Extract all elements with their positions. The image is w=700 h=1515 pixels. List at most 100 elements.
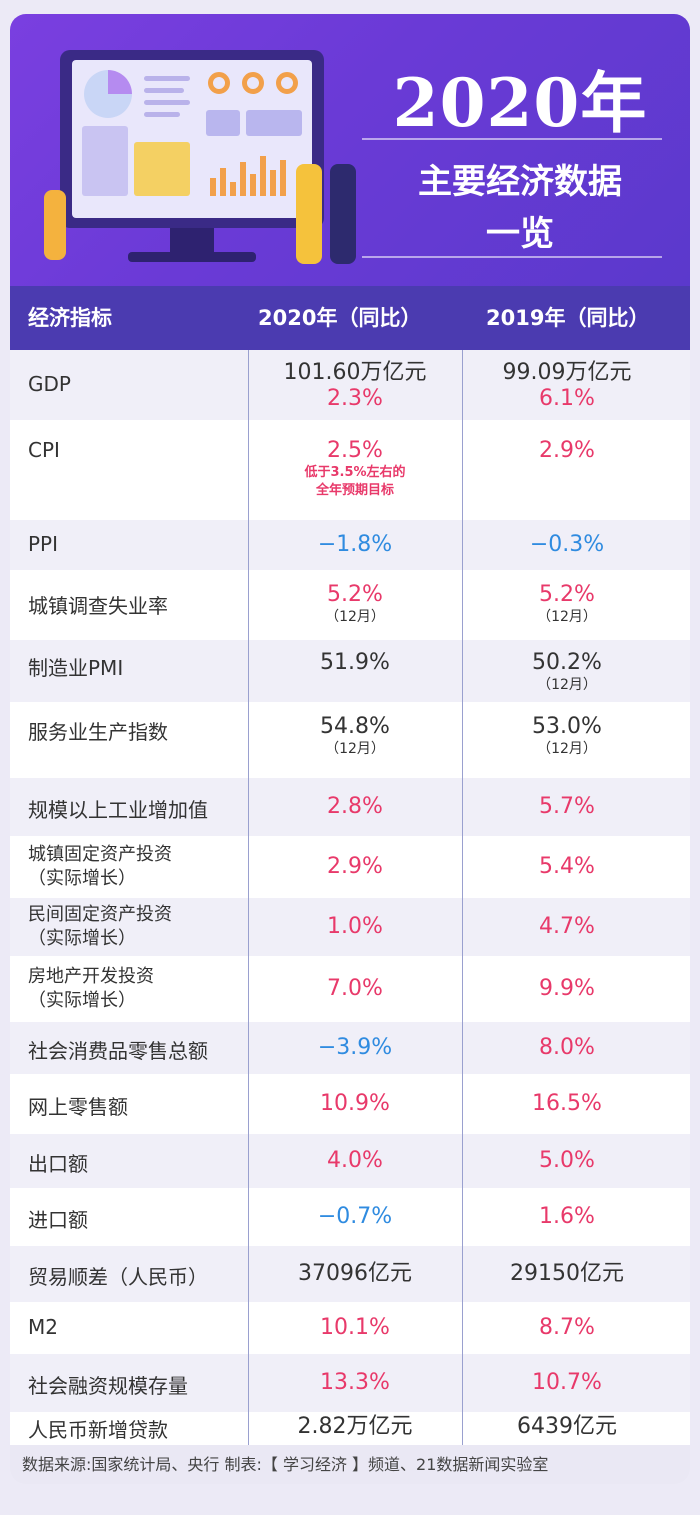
divider — [362, 256, 662, 258]
person-figure-right — [330, 164, 356, 264]
table-row: 城镇调查失业率 5.2% （12月） 5.2% （12月） — [10, 570, 690, 640]
value-2020: 4.0% — [327, 1148, 383, 1173]
value-2019-note: （12月） — [537, 741, 597, 757]
table-row: 社会消费品零售总额 −3.9% 8.0% — [10, 1022, 690, 1074]
table-row: 进口额 −0.7% 1.6% — [10, 1188, 690, 1246]
person-figure-middle — [296, 164, 322, 264]
value-2020: −3.9% — [317, 1035, 393, 1060]
text-line-icon — [144, 112, 180, 117]
monitor-base — [128, 252, 256, 262]
indicator-label: 人民币新增贷款 — [28, 1418, 168, 1442]
value-2019: 5.4% — [539, 854, 595, 879]
ring-chart-icon — [242, 72, 264, 94]
value-2020-note: 低于3.5%左右的 — [304, 465, 406, 480]
table-row: 制造业PMI 51.9% 50.2% （12月） — [10, 640, 690, 702]
value-2020: 7.0% — [327, 976, 383, 1001]
indicator-sublabel: （实际增长） — [28, 928, 136, 949]
source-footer: 数据来源:国家统计局、央行 制表:【 学习经济 】频道、21数据新闻实验室 — [10, 1445, 690, 1484]
value-2019: 5.7% — [539, 794, 595, 819]
value-2020: 13.3% — [320, 1370, 390, 1395]
value-2020: 2.8% — [327, 794, 383, 819]
value-2020: 101.60万亿元 — [283, 360, 427, 385]
column-divider — [462, 350, 463, 1445]
indicator-label: 社会融资规模存量 — [28, 1374, 188, 1398]
text-line-icon — [144, 76, 190, 81]
value-2020: 1.0% — [327, 914, 383, 939]
value-2020: 2.5% — [327, 438, 383, 463]
indicator-label: CPI — [28, 438, 60, 462]
indicator-label: 房地产开发投资 — [28, 966, 154, 987]
value-2019: 50.2% — [532, 650, 602, 675]
hero-title-year: 2020年 — [392, 64, 648, 142]
value-2019: 6439亿元 — [517, 1414, 617, 1439]
table-row: GDP 101.60万亿元 2.3% 99.09万亿元 6.1% — [10, 350, 690, 420]
indicator-label: 贸易顺差（人民币） — [28, 1265, 208, 1289]
value-2020-note: （12月） — [325, 741, 385, 757]
table-row: 民间固定资产投资 （实际增长） 1.0% 4.7% — [10, 898, 690, 956]
indicator-label: 城镇固定资产投资 — [28, 844, 172, 865]
value-2020: 2.82万亿元 — [297, 1414, 413, 1439]
indicator-label: 规模以上工业增加值 — [28, 798, 208, 822]
value-2020: 54.8% — [320, 714, 390, 739]
indicator-label: 城镇调查失业率 — [28, 594, 168, 618]
indicator-label: 民间固定资产投资 — [28, 904, 172, 925]
value-2019: 16.5% — [532, 1091, 602, 1116]
value-2019-note: （12月） — [537, 609, 597, 625]
header-2020: 2020年（同比） — [258, 306, 422, 330]
hero-subtitle-line2: 一览 — [486, 214, 554, 254]
indicator-label: PPI — [28, 532, 59, 556]
value-2019-growth: 6.1% — [539, 386, 595, 411]
pie-chart-icon — [84, 70, 132, 118]
monitor-stand — [170, 228, 214, 254]
table-row: CPI 2.5% 低于3.5%左右的 全年预期目标 2.9% — [10, 420, 690, 520]
indicator-label: 网上零售额 — [28, 1095, 128, 1119]
indicator-label: GDP — [28, 372, 71, 396]
value-2019: −0.3% — [529, 532, 605, 557]
value-2019: 5.2% — [539, 582, 595, 607]
text-line-icon — [144, 100, 190, 105]
table-row: 城镇固定资产投资 （实际增长） 2.9% 5.4% — [10, 836, 690, 898]
header-indicator: 经济指标 — [28, 306, 112, 330]
ring-chart-icon — [276, 72, 298, 94]
indicator-label: M2 — [28, 1315, 58, 1339]
value-2019: 2.9% — [539, 438, 595, 463]
table-row: 社会融资规模存量 13.3% 10.7% — [10, 1354, 690, 1412]
infographic-card: 2020年 主要经济数据 一览 经济指标 2020年（同比） 2019年（同比）… — [10, 14, 690, 1484]
value-2020: 5.2% — [327, 582, 383, 607]
value-2019: 5.0% — [539, 1148, 595, 1173]
table-row: 房地产开发投资 （实际增长） 7.0% 9.9% — [10, 956, 690, 1022]
hero-banner: 2020年 主要经济数据 一览 — [10, 14, 690, 286]
value-2020: 10.1% — [320, 1315, 390, 1340]
hero-subtitle-line1: 主要经济数据 — [418, 162, 622, 202]
header-2019: 2019年（同比） — [486, 306, 650, 330]
value-2019: 1.6% — [539, 1204, 595, 1229]
ring-chart-icon — [208, 72, 230, 94]
column-divider — [248, 350, 249, 1445]
table-row: PPI −1.8% −0.3% — [10, 520, 690, 570]
value-2020: −0.7% — [317, 1204, 393, 1229]
value-2020-note: （12月） — [325, 609, 385, 625]
indicator-label: 社会消费品零售总额 — [28, 1039, 208, 1063]
indicator-label: 制造业PMI — [28, 656, 124, 680]
table-row: 贸易顺差（人民币） 37096亿元 29150亿元 — [10, 1246, 690, 1302]
person-figure-left — [44, 190, 66, 260]
value-2019: 9.9% — [539, 976, 595, 1001]
indicator-label: 出口额 — [28, 1152, 88, 1176]
value-2019: 99.09万亿元 — [502, 360, 632, 385]
text-line-icon — [144, 88, 184, 93]
divider — [362, 138, 662, 140]
widget-block-icon — [246, 110, 302, 136]
table-row: 出口额 4.0% 5.0% — [10, 1134, 690, 1188]
value-2019: 8.7% — [539, 1315, 595, 1340]
value-2020-note: 全年预期目标 — [315, 483, 394, 498]
table-row: 规模以上工业增加值 2.8% 5.7% — [10, 778, 690, 836]
value-2019: 29150亿元 — [510, 1261, 624, 1286]
value-2020: 37096亿元 — [298, 1261, 412, 1286]
value-2019: 10.7% — [532, 1370, 602, 1395]
value-2019: 4.7% — [539, 914, 595, 939]
area-chart-icon — [134, 142, 190, 196]
table-row: 网上零售额 10.9% 16.5% — [10, 1074, 690, 1134]
value-2019-note: （12月） — [537, 677, 597, 693]
widget-block-icon — [206, 110, 240, 136]
table-header: 经济指标 2020年（同比） 2019年（同比） — [10, 286, 690, 350]
